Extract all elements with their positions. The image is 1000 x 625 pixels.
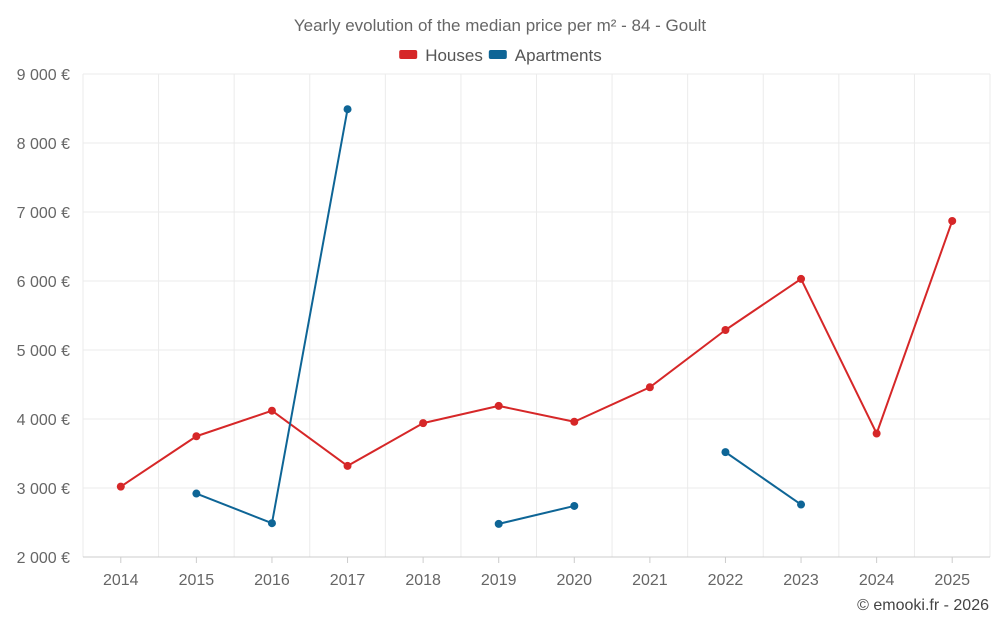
y-tick-label: 5 000 € [17,343,70,360]
data-point-houses [948,216,957,225]
legend-label-houses: Houses [425,46,483,65]
data-point-apartments [343,105,352,114]
x-tick-label: 2025 [934,572,970,589]
axes: 2 000 € 3 000 € 4 000 € 5 000 € 6 000 € 7 000… [17,67,990,589]
series-line-apartments [498,504,575,525]
data-point-apartments [797,500,806,509]
data-point-houses [494,401,503,410]
data-point-apartments [192,489,201,498]
x-tick-label: 2018 [405,572,441,589]
data-point-houses [419,419,428,428]
series-houses [116,216,957,491]
chart-title: Yearly evolution of the median price per… [294,16,707,35]
data-point-houses [872,429,881,438]
credit-text: © emooki.fr - 2026 [857,597,989,614]
data-point-houses [192,432,201,441]
y-tick-label: 2 000 € [17,550,70,567]
y-tick-label: 8 000 € [17,136,70,153]
data-point-apartments [494,519,503,528]
data-point-houses [721,325,730,334]
data-point-houses [116,482,125,491]
x-tick-label: 2022 [708,572,744,589]
grid [82,73,991,557]
x-tick-label: 2014 [103,572,139,589]
legend-swatch-apartments [488,50,507,59]
data-point-houses [267,406,276,415]
data-point-apartments [721,448,730,457]
legend-label-apartments: Apartments [515,46,602,65]
y-tick-label: 3 000 € [17,481,70,498]
x-tick-label: 2015 [179,572,215,589]
series-line-houses [120,220,954,488]
series-line-apartments [724,451,802,506]
y-tick-label: 6 000 € [17,274,70,291]
y-tick-label: 7 000 € [17,205,70,222]
data-point-houses [570,417,579,426]
x-tick-label: 2019 [481,572,517,589]
x-tick-label: 2023 [783,572,819,589]
series-line-apartments [196,109,349,525]
data-point-apartments [267,519,276,528]
legend-swatch-houses [399,50,418,59]
legend: Houses Apartments [399,46,602,65]
x-tick-label: 2016 [254,572,290,589]
x-tick-label: 2024 [859,572,895,589]
series-layer [116,105,957,528]
y-tick-label: 9 000 € [17,67,70,84]
x-tick-label: 2017 [330,572,366,589]
x-tick-label: 2021 [632,572,668,589]
y-tick-label: 4 000 € [17,412,70,429]
series-apartments [192,105,806,528]
data-point-houses [343,461,352,470]
x-tick-label: 2020 [556,572,592,589]
data-point-houses [645,383,654,392]
data-point-apartments [570,501,579,510]
data-point-houses [797,274,806,283]
